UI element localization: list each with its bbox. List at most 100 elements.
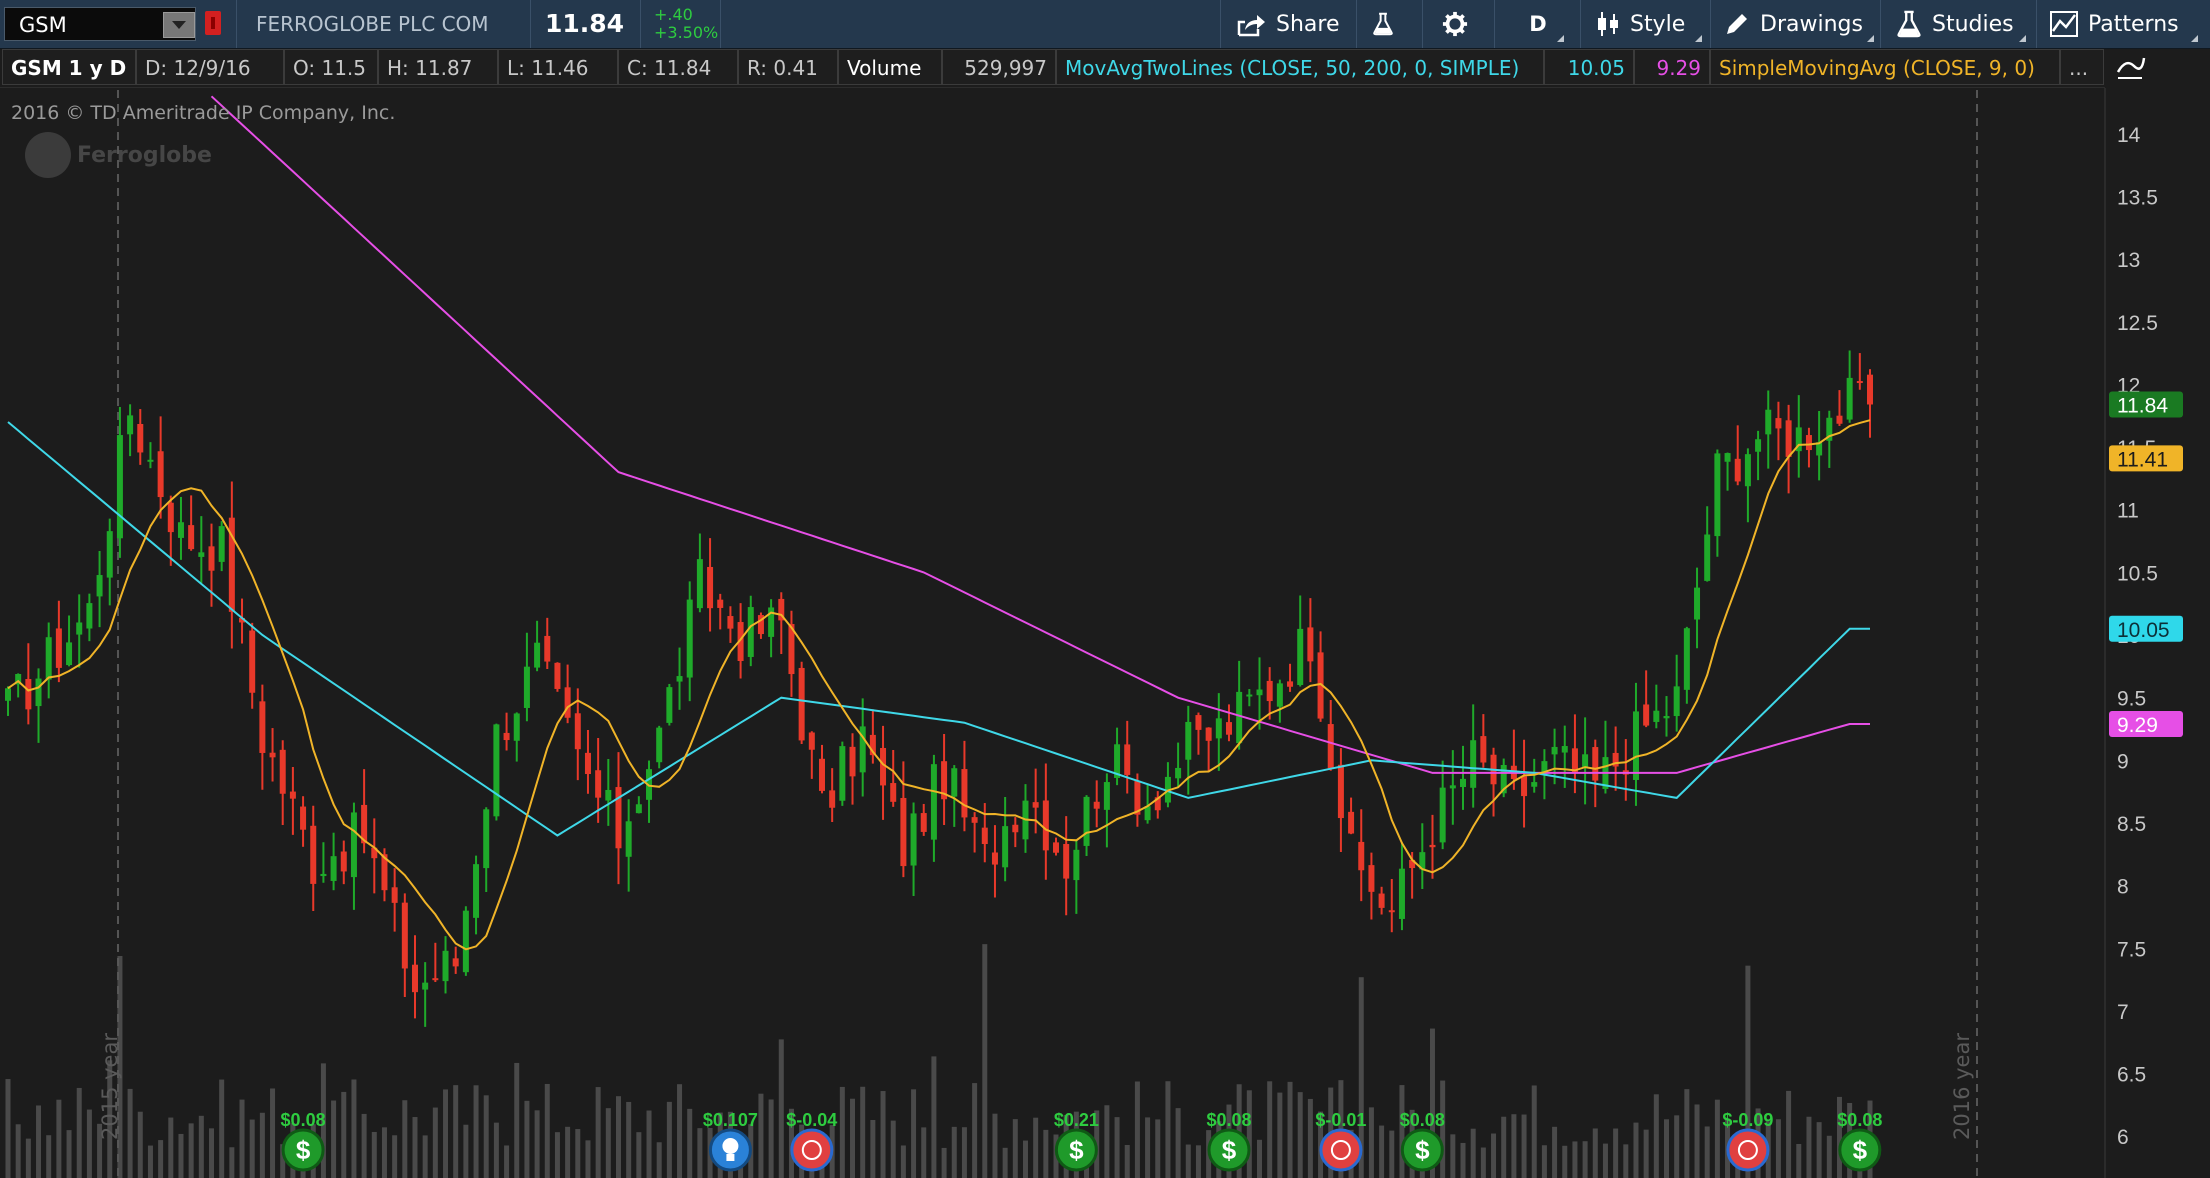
candle-up [1083,796,1090,846]
candle-up [1439,787,1446,843]
candle-down [391,887,398,903]
studies-label: Studies [1932,11,2014,37]
volume-bar [1246,1090,1252,1178]
earnings-glyph [801,1140,822,1160]
volume-bar [1185,1144,1191,1178]
candle-down [737,622,744,661]
volume-bar [1714,1099,1720,1178]
chart-mode-icon[interactable] [2110,50,2148,86]
candle-up [127,415,134,435]
bulb-glyph [722,1138,739,1154]
candle-down [574,713,581,750]
candle-up [1114,744,1121,778]
candle-up [320,873,327,877]
symbol-text: GSM [19,13,67,37]
volume-bar [1623,1144,1629,1178]
drawings-button[interactable]: Drawings [1724,0,1876,48]
candle-up [1460,778,1467,788]
candle-up [523,666,530,708]
volume-bar [341,1091,347,1178]
candle-down [1368,865,1375,892]
candle-down [890,783,897,802]
volume-bar [331,1100,337,1178]
beaker-button[interactable] [1372,0,1404,48]
volume-bar [56,1099,62,1178]
candle-down [1012,824,1019,833]
dividend-icon [1054,1128,1098,1172]
patterns-button[interactable]: Patterns [2050,0,2200,48]
candle-up [1683,628,1690,690]
candle-down [1134,780,1141,815]
symbol-dropdown-arrow[interactable] [163,12,195,38]
dollar-icon: $ [1853,1135,1868,1165]
candle-down [1856,381,1863,384]
candle-down [869,734,876,756]
candle-down [595,770,602,798]
candle-up [1185,721,1192,760]
volume-bar [412,1117,418,1178]
volume-bar [1175,1108,1181,1178]
share-button[interactable]: Share [1236,0,1346,48]
price-badge [2109,391,2183,418]
candle-up [483,809,490,869]
volume-bar [1114,1117,1120,1178]
style-button[interactable]: Style [1596,0,1704,48]
sma-label[interactable]: SimpleMovingAvg (CLOSE, 9, 0) [1710,49,2060,85]
flag-icon[interactable] [205,11,221,35]
candle-down [1785,420,1792,457]
volume-bar [768,1099,774,1178]
volume-bar [961,1127,967,1178]
volume-bar [900,1145,906,1178]
ma-two-lines-label[interactable]: MovAvgTwoLines (CLOSE, 50, 200, 0, SIMPL… [1056,49,1544,85]
candle-down [208,546,215,571]
volume-bar [351,1079,357,1178]
candle-up [1256,689,1263,696]
top-toolbar: GSM FERROGLOBE PLC COM 11.84 +.40 +3.50%… [0,0,2210,49]
divider [236,0,237,48]
aggregation-button[interactable]: D [1510,0,1566,48]
candle-down [564,687,571,718]
volume-bar [1480,1147,1486,1178]
candle-down [188,525,195,550]
volume-bar [453,1085,459,1178]
volume-bar [1012,1119,1018,1178]
dividend-icon [1838,1128,1882,1172]
candlestick-icon [1598,12,1618,36]
candle-down [1358,841,1365,871]
price-tick-label: 13.5 [2117,187,2158,210]
earnings-icon [1726,1128,1770,1172]
volume-bar [860,1086,866,1178]
volume-bar [198,1115,204,1178]
studies-button[interactable]: Studies [1896,0,2028,48]
candle-down [808,732,815,750]
dollar-icon: $ [1222,1135,1237,1165]
info-date: D: 12/9/16 [136,49,284,85]
ma50-value: 10.05 [1544,49,1634,85]
candle-down [1225,722,1232,735]
volume-bar [208,1128,214,1178]
volume-bar [168,1117,174,1178]
price-chart[interactable]: $0.08 $ $0.107 $-0.04 $0.21 $ $0.08 $ $-0.01 $0.0… [0,88,2210,1178]
candle-down [554,662,561,689]
earnings-glyph [1737,1140,1758,1160]
candle-down [1521,776,1528,797]
volume-bar [839,1086,845,1178]
settings-button[interactable] [1442,0,1478,48]
more-studies[interactable]: ... [2060,49,2104,85]
volume-bar [1674,1115,1680,1178]
volume-bar [972,1083,978,1178]
event-label: $0.08 [1837,1110,1882,1130]
candle-up [1673,686,1680,717]
volume-bar [1775,1119,1781,1178]
price-tick-label: 11 [2117,500,2139,523]
candle-up [493,724,500,817]
candle-up [1002,826,1009,868]
symbol-selector[interactable]: GSM [4,7,196,41]
company-logo-watermark: Ferroglobe [25,132,212,178]
candle-down [707,566,714,609]
divider [530,0,531,48]
volume-bar [1022,1140,1028,1178]
volume-bar [86,1109,92,1178]
corner-arrow-icon [1557,35,1564,42]
candle-up [656,727,663,763]
